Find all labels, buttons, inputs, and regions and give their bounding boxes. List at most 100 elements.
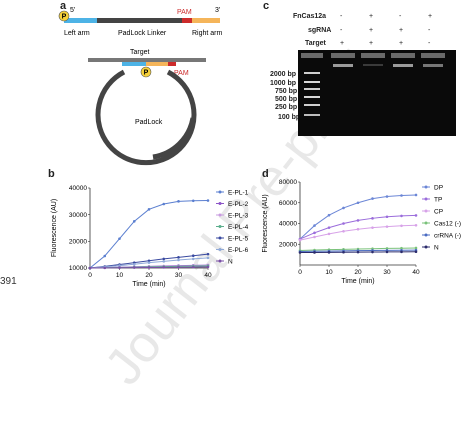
data-point: [103, 254, 107, 258]
y-tick-label: 10000: [69, 265, 87, 272]
data-point: [147, 261, 151, 264]
lane-symbol: -: [428, 40, 431, 47]
legend-marker: [424, 209, 428, 213]
data-point: [147, 266, 151, 269]
data-point: [177, 258, 180, 262]
data-point: [298, 251, 302, 254]
x-tick-label: 30: [383, 269, 391, 276]
y-tick-label: 30000: [69, 212, 87, 219]
three-prime-label: 3': [215, 7, 220, 14]
data-point: [118, 264, 121, 267]
y-tick-label: 40000: [69, 185, 87, 192]
padlock-label: PadLock: [135, 119, 163, 126]
legend-label: CP: [434, 208, 443, 215]
data-point: [88, 266, 92, 270]
y-axis-label: Fluorescence (AU): [51, 199, 58, 257]
lane-symbol: -: [340, 13, 343, 20]
data-point: [327, 213, 331, 217]
data-point: [118, 237, 121, 240]
data-point: [147, 208, 151, 211]
data-point: [206, 256, 210, 260]
lane-symbol: -: [340, 27, 343, 34]
x-tick-label: 40: [204, 272, 212, 279]
legend-marker: [424, 221, 428, 225]
series-line: [299, 224, 417, 241]
left-arm-label: Left arm: [64, 30, 90, 37]
data-point: [177, 265, 180, 269]
data-point: [298, 238, 302, 242]
phosphate-letter-top: P: [62, 14, 67, 21]
legend-label: N: [228, 258, 233, 265]
target-pam: [168, 62, 176, 66]
y-tick-label: 40000: [279, 221, 297, 228]
five-prime-label: 5': [70, 7, 75, 14]
legend-marker: [218, 225, 222, 228]
data-point: [162, 266, 166, 269]
line-number: 391: [0, 276, 17, 287]
padlock-circle: [95, 69, 197, 166]
lane-symbol: +: [399, 27, 404, 34]
x-tick-label: 30: [175, 272, 183, 279]
chart-d: 20000 40000 60000 80000 0 10 20 30 40 Time (min) F…: [262, 179, 461, 285]
x-tick-label: 20: [354, 269, 362, 276]
panel-d-label: d: [262, 168, 269, 180]
phosphate-letter-circle: P: [144, 70, 149, 77]
legend-marker: [424, 185, 428, 189]
x-tick-label: 10: [116, 272, 124, 279]
x-tick-label: 20: [145, 272, 153, 279]
right-arm-bar: [192, 18, 220, 23]
x-tick-label: 0: [88, 272, 92, 279]
data-point: [400, 224, 403, 228]
data-point: [356, 201, 360, 205]
legend-label: E-PL-1: [228, 189, 249, 196]
x-tick-label: 10: [325, 269, 333, 276]
row-label-fncas12a: FnCas12a: [293, 13, 327, 20]
x-axis-label: Time (min): [341, 278, 374, 285]
data-point: [191, 254, 195, 258]
y-tick-label: 20000: [279, 241, 297, 248]
data-point: [342, 206, 345, 210]
legend-label: E-PL-2: [228, 201, 249, 208]
panel-b-label: b: [48, 168, 55, 180]
data-point: [342, 229, 345, 233]
legend-marker: [218, 248, 222, 251]
linker-bar: [97, 18, 182, 23]
data-point: [371, 217, 374, 220]
lane-symbol: -: [399, 13, 402, 20]
data-point: [191, 257, 195, 261]
legend-marker: [218, 213, 222, 217]
legend-marker: [218, 259, 222, 263]
data-point: [118, 266, 121, 270]
data-point: [103, 266, 107, 270]
data-point: [342, 222, 345, 225]
data-point: [147, 259, 151, 263]
data-point: [385, 215, 389, 219]
data-point: [356, 219, 360, 222]
data-point: [206, 252, 210, 256]
series-line: [89, 200, 209, 269]
data-point: [162, 257, 166, 261]
panel-c-label: c: [263, 0, 270, 12]
chart-b: 10000 20000 30000 40000 0 10 20 30 40 Time (min) F…: [51, 185, 249, 288]
ladder-500: 500 bp: [275, 96, 298, 103]
y-tick-label: 20000: [69, 239, 87, 246]
data-point: [385, 247, 389, 250]
lane-symbol: +: [340, 40, 345, 47]
data-point: [132, 262, 136, 266]
left-arm-bar: [64, 18, 97, 23]
data-point: [414, 223, 418, 227]
legend-marker: [424, 197, 428, 201]
target-label: Target: [130, 49, 150, 56]
phosphate-badge-top: [58, 10, 70, 22]
legend-label: TP: [434, 196, 442, 203]
data-point: [400, 214, 403, 218]
data-point: [400, 250, 403, 254]
data-point: [313, 235, 316, 239]
legend-label: N: [434, 244, 439, 251]
data-point: [385, 250, 389, 254]
padlock-gap-right: [152, 117, 196, 160]
data-point: [385, 195, 389, 198]
data-point: [177, 256, 180, 259]
data-point: [371, 226, 374, 229]
legend-marker: [218, 202, 222, 205]
